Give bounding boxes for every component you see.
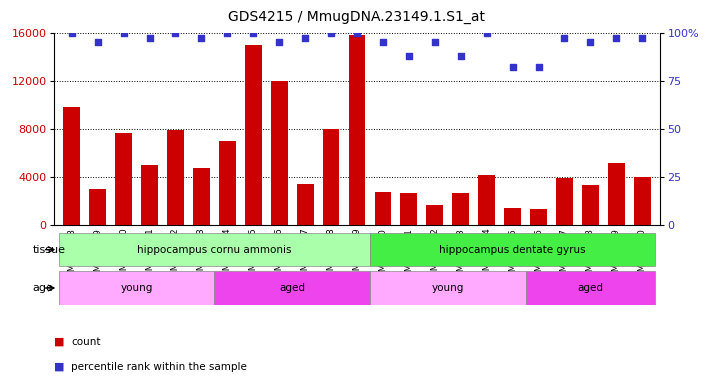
Point bbox=[481, 30, 493, 36]
Bar bbox=[271, 81, 288, 225]
Point bbox=[273, 39, 285, 45]
Bar bbox=[167, 130, 184, 225]
Bar bbox=[556, 178, 573, 225]
Bar bbox=[375, 192, 391, 225]
Point bbox=[299, 35, 311, 41]
Point bbox=[377, 39, 388, 45]
Text: GDS4215 / MmugDNA.23149.1.S1_at: GDS4215 / MmugDNA.23149.1.S1_at bbox=[228, 10, 486, 23]
Point bbox=[248, 30, 259, 36]
Text: age: age bbox=[33, 283, 54, 293]
Text: GSM297150: GSM297150 bbox=[378, 228, 388, 283]
Bar bbox=[608, 164, 625, 225]
Bar bbox=[323, 129, 339, 225]
Point bbox=[533, 64, 544, 70]
Text: GSM297139: GSM297139 bbox=[93, 228, 102, 283]
Point bbox=[455, 53, 466, 59]
Text: GSM297157: GSM297157 bbox=[560, 228, 569, 283]
Text: aged: aged bbox=[578, 283, 603, 293]
Point bbox=[637, 35, 648, 41]
Bar bbox=[59, 271, 214, 305]
Bar bbox=[426, 205, 443, 225]
Text: GSM297144: GSM297144 bbox=[223, 228, 232, 282]
Text: GSM297141: GSM297141 bbox=[145, 228, 154, 282]
Bar bbox=[193, 168, 210, 225]
Point bbox=[221, 30, 233, 36]
Point bbox=[170, 30, 181, 36]
Text: hippocampus dentate gyrus: hippocampus dentate gyrus bbox=[439, 245, 586, 255]
Point bbox=[610, 35, 622, 41]
Point bbox=[144, 35, 155, 41]
Text: GSM297158: GSM297158 bbox=[586, 228, 595, 283]
Text: GSM297159: GSM297159 bbox=[612, 228, 621, 283]
Bar bbox=[526, 271, 655, 305]
Text: ■: ■ bbox=[54, 362, 64, 372]
Text: GSM297155: GSM297155 bbox=[508, 228, 517, 283]
Bar bbox=[59, 233, 370, 266]
Text: aged: aged bbox=[279, 283, 305, 293]
Bar bbox=[348, 35, 366, 225]
Text: GSM297140: GSM297140 bbox=[119, 228, 128, 282]
Text: GSM297148: GSM297148 bbox=[326, 228, 336, 282]
Point bbox=[585, 39, 596, 45]
Text: GSM297147: GSM297147 bbox=[301, 228, 310, 282]
Text: GSM297143: GSM297143 bbox=[197, 228, 206, 282]
Bar bbox=[89, 189, 106, 225]
Text: young: young bbox=[121, 283, 153, 293]
Bar bbox=[530, 209, 547, 225]
Bar bbox=[634, 177, 650, 225]
Point bbox=[66, 30, 77, 36]
Bar bbox=[370, 271, 526, 305]
Text: GSM297142: GSM297142 bbox=[171, 228, 180, 282]
Bar bbox=[219, 141, 236, 225]
Text: GSM297154: GSM297154 bbox=[482, 228, 491, 282]
Text: GSM297138: GSM297138 bbox=[67, 228, 76, 283]
Bar bbox=[297, 184, 313, 225]
Point bbox=[351, 30, 363, 36]
Text: GSM297152: GSM297152 bbox=[431, 228, 439, 282]
Point bbox=[92, 39, 104, 45]
Bar bbox=[245, 45, 262, 225]
Bar bbox=[214, 271, 370, 305]
Point bbox=[507, 64, 518, 70]
Text: GSM297160: GSM297160 bbox=[638, 228, 647, 283]
Text: GSM297149: GSM297149 bbox=[353, 228, 361, 282]
Bar bbox=[504, 208, 521, 225]
Point bbox=[429, 39, 441, 45]
Text: young: young bbox=[431, 283, 464, 293]
Text: GSM297151: GSM297151 bbox=[404, 228, 413, 283]
Point bbox=[196, 35, 207, 41]
Point bbox=[118, 30, 129, 36]
Text: GSM297145: GSM297145 bbox=[248, 228, 258, 282]
Text: count: count bbox=[71, 337, 101, 347]
Bar bbox=[141, 165, 158, 225]
Text: GSM297146: GSM297146 bbox=[275, 228, 283, 282]
Point bbox=[403, 53, 415, 59]
Text: tissue: tissue bbox=[33, 245, 66, 255]
Point bbox=[559, 35, 570, 41]
Text: ■: ■ bbox=[54, 337, 64, 347]
Bar bbox=[64, 107, 80, 225]
Bar bbox=[452, 194, 469, 225]
Text: GSM297156: GSM297156 bbox=[534, 228, 543, 283]
Text: percentile rank within the sample: percentile rank within the sample bbox=[71, 362, 247, 372]
Bar bbox=[478, 175, 495, 225]
Text: GSM297153: GSM297153 bbox=[456, 228, 466, 283]
Bar bbox=[582, 185, 599, 225]
Bar bbox=[115, 134, 132, 225]
Text: hippocampus cornu ammonis: hippocampus cornu ammonis bbox=[137, 245, 291, 255]
Point bbox=[326, 30, 337, 36]
Bar bbox=[401, 194, 417, 225]
Bar bbox=[370, 233, 655, 266]
